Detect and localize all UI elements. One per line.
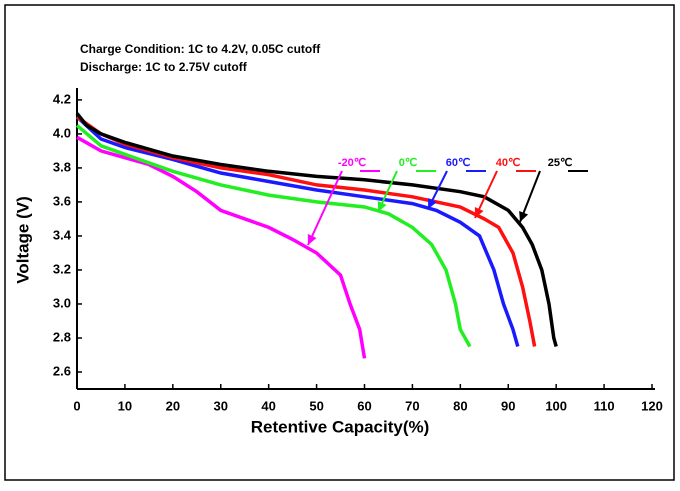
x-tick-label: 50 <box>309 398 323 413</box>
frame <box>4 4 675 481</box>
x-tick-label: 70 <box>405 398 419 413</box>
y-tick-label: 3.0 <box>53 295 71 310</box>
y-tick-label: 3.2 <box>53 261 71 276</box>
series-line <box>76 135 367 359</box>
x-tick-label: 120 <box>641 398 663 413</box>
subtitle: Discharge: 1C to 2.75V cutoff <box>80 60 248 74</box>
x-tick-label: 40 <box>261 398 275 413</box>
x-tick-label: 80 <box>453 398 467 413</box>
y-tick-label: 4.0 <box>53 125 71 140</box>
arrow-head <box>377 201 387 212</box>
series-label: 40℃ <box>496 157 521 169</box>
series-label: -20℃ <box>338 157 366 169</box>
arrow-head <box>474 207 484 218</box>
x-tick-label: 100 <box>545 398 567 413</box>
series-line <box>75 124 472 348</box>
y-tick-label: 3.8 <box>53 159 71 174</box>
series-line <box>75 115 520 347</box>
x-tick-label: 30 <box>214 398 228 413</box>
series-line <box>75 112 558 347</box>
pointer <box>307 170 343 246</box>
y-tick-label: 3.6 <box>53 193 71 208</box>
y-axis-label: Voltage (V) <box>13 196 32 284</box>
arrow-head <box>307 234 317 245</box>
y-tick-label: 2.8 <box>53 329 71 344</box>
x-tick-label: 60 <box>357 398 371 413</box>
subtitle: Charge Condition: 1C to 4.2V, 0.05C cuto… <box>80 42 321 56</box>
x-tick-label: 90 <box>501 398 515 413</box>
x-tick-label: 20 <box>166 398 180 413</box>
arrow-head <box>519 211 529 222</box>
y-tick-label: 2.6 <box>53 363 71 378</box>
arrow-head <box>428 198 437 209</box>
series-label: 0℃ <box>399 157 417 169</box>
y-tick-label: 3.4 <box>53 227 72 242</box>
x-tick-label: 110 <box>594 398 615 413</box>
x-axis-label: Retentive Capacity(%) <box>251 417 430 436</box>
y-tick-label: 4.2 <box>53 91 71 106</box>
x-tick-label: 0 <box>73 398 80 413</box>
x-tick-label: 10 <box>118 398 132 413</box>
series-label: 60℃ <box>446 157 471 169</box>
series-label: 25℃ <box>548 157 573 169</box>
